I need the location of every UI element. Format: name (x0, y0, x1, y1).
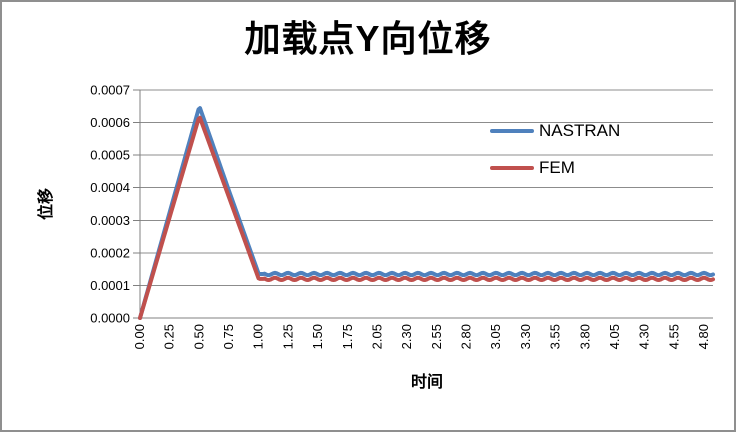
series-line-nastran (138, 106, 715, 320)
x-tick-label: 4.80 (696, 324, 711, 349)
x-tick-label: 3.55 (548, 324, 563, 349)
x-tick-label: 0.25 (162, 324, 177, 349)
x-tick-label: 2.55 (429, 324, 444, 349)
legend-label-fem: FEM (539, 157, 575, 177)
x-tick-label: 0.50 (191, 324, 206, 349)
x-tick-label: 2.80 (459, 324, 474, 349)
x-tick-label: 2.30 (399, 324, 414, 349)
series-lines (138, 106, 715, 320)
x-tick-label: 4.05 (607, 324, 622, 349)
x-tick-label: 4.55 (666, 324, 681, 349)
x-axis-title: 时间 (411, 372, 443, 391)
axes (133, 89, 713, 319)
x-tick-label: 1.25 (280, 324, 295, 349)
y-tick-label: 0.0005 (90, 148, 130, 163)
y-tick-label: 0.0003 (90, 213, 130, 228)
x-tick-label: 1.50 (310, 324, 325, 349)
x-tick-label: 1.75 (340, 324, 355, 349)
x-tick-label: 2.05 (369, 324, 384, 349)
legend-label-nastran: NASTRAN (539, 120, 621, 140)
legend-item-nastran: NASTRAN (490, 120, 621, 140)
chart-title: 加载点Y向位移 (244, 18, 492, 59)
legend-line-swatch-nastran (490, 128, 534, 133)
x-tick-label: 0.00 (132, 324, 147, 349)
x-tick-label: 3.80 (577, 324, 592, 349)
y-tick-label: 0.0002 (90, 245, 130, 260)
x-tick-label: 3.30 (518, 324, 533, 349)
x-tick-label: 1.00 (251, 324, 266, 349)
legend-line-swatch-fem (490, 165, 534, 170)
y-tick-label: 0.0007 (90, 83, 130, 98)
legend: NASTRAN FEM (490, 120, 621, 196)
y-tick-label: 0.0006 (90, 115, 130, 130)
x-tick-label: 4.30 (637, 324, 652, 349)
series-line-fem (138, 115, 715, 320)
x-tick-label: 3.05 (488, 324, 503, 349)
legend-item-fem: FEM (490, 157, 620, 177)
y-tick-label: 0.0000 (90, 311, 130, 326)
x-tick-label: 0.75 (221, 324, 236, 349)
y-tick-label: 0.0001 (90, 278, 130, 293)
axis-tick-labels: 0.0000 0.0001 0.0002 0.0003 0.0004 0.0005 0.00… (90, 83, 711, 350)
y-tick-label: 0.0004 (90, 180, 130, 195)
y-axis-title: 位移 (36, 188, 55, 220)
